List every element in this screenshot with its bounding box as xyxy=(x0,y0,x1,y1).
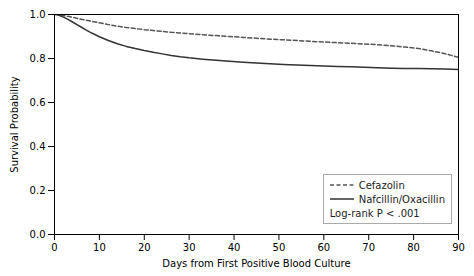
svg-text:0.2: 0.2 xyxy=(30,185,46,196)
svg-text:70: 70 xyxy=(362,242,375,253)
html-text:Log-rank P < .001: Log-rank P < .001 xyxy=(329,207,420,219)
svg-text:90: 90 xyxy=(452,242,465,253)
svg-text:10: 10 xyxy=(93,242,106,253)
svg-text:Survival Probability: Survival Probability xyxy=(9,76,20,172)
svg-text:0.4: 0.4 xyxy=(30,141,46,152)
svg-text:30: 30 xyxy=(183,242,196,253)
svg-text:0.8: 0.8 xyxy=(30,53,46,64)
svg-text:Days from First Positive Blood: Days from First Positive Blood Culture xyxy=(162,258,350,269)
svg-text:60: 60 xyxy=(317,242,330,253)
svg-text:1.0: 1.0 xyxy=(30,9,46,20)
html-text:Cefazolin: Cefazolin xyxy=(358,179,405,191)
svg-text:50: 50 xyxy=(273,242,286,253)
svg-text:0.6: 0.6 xyxy=(30,97,46,108)
svg-text:20: 20 xyxy=(138,242,151,253)
svg-text:40: 40 xyxy=(228,242,241,253)
svg-text:0.0: 0.0 xyxy=(30,229,46,240)
html-text:Nafcillin/Oxacillin: Nafcillin/Oxacillin xyxy=(358,193,445,205)
svg-text:80: 80 xyxy=(407,242,420,253)
svg-text:0: 0 xyxy=(51,242,57,253)
